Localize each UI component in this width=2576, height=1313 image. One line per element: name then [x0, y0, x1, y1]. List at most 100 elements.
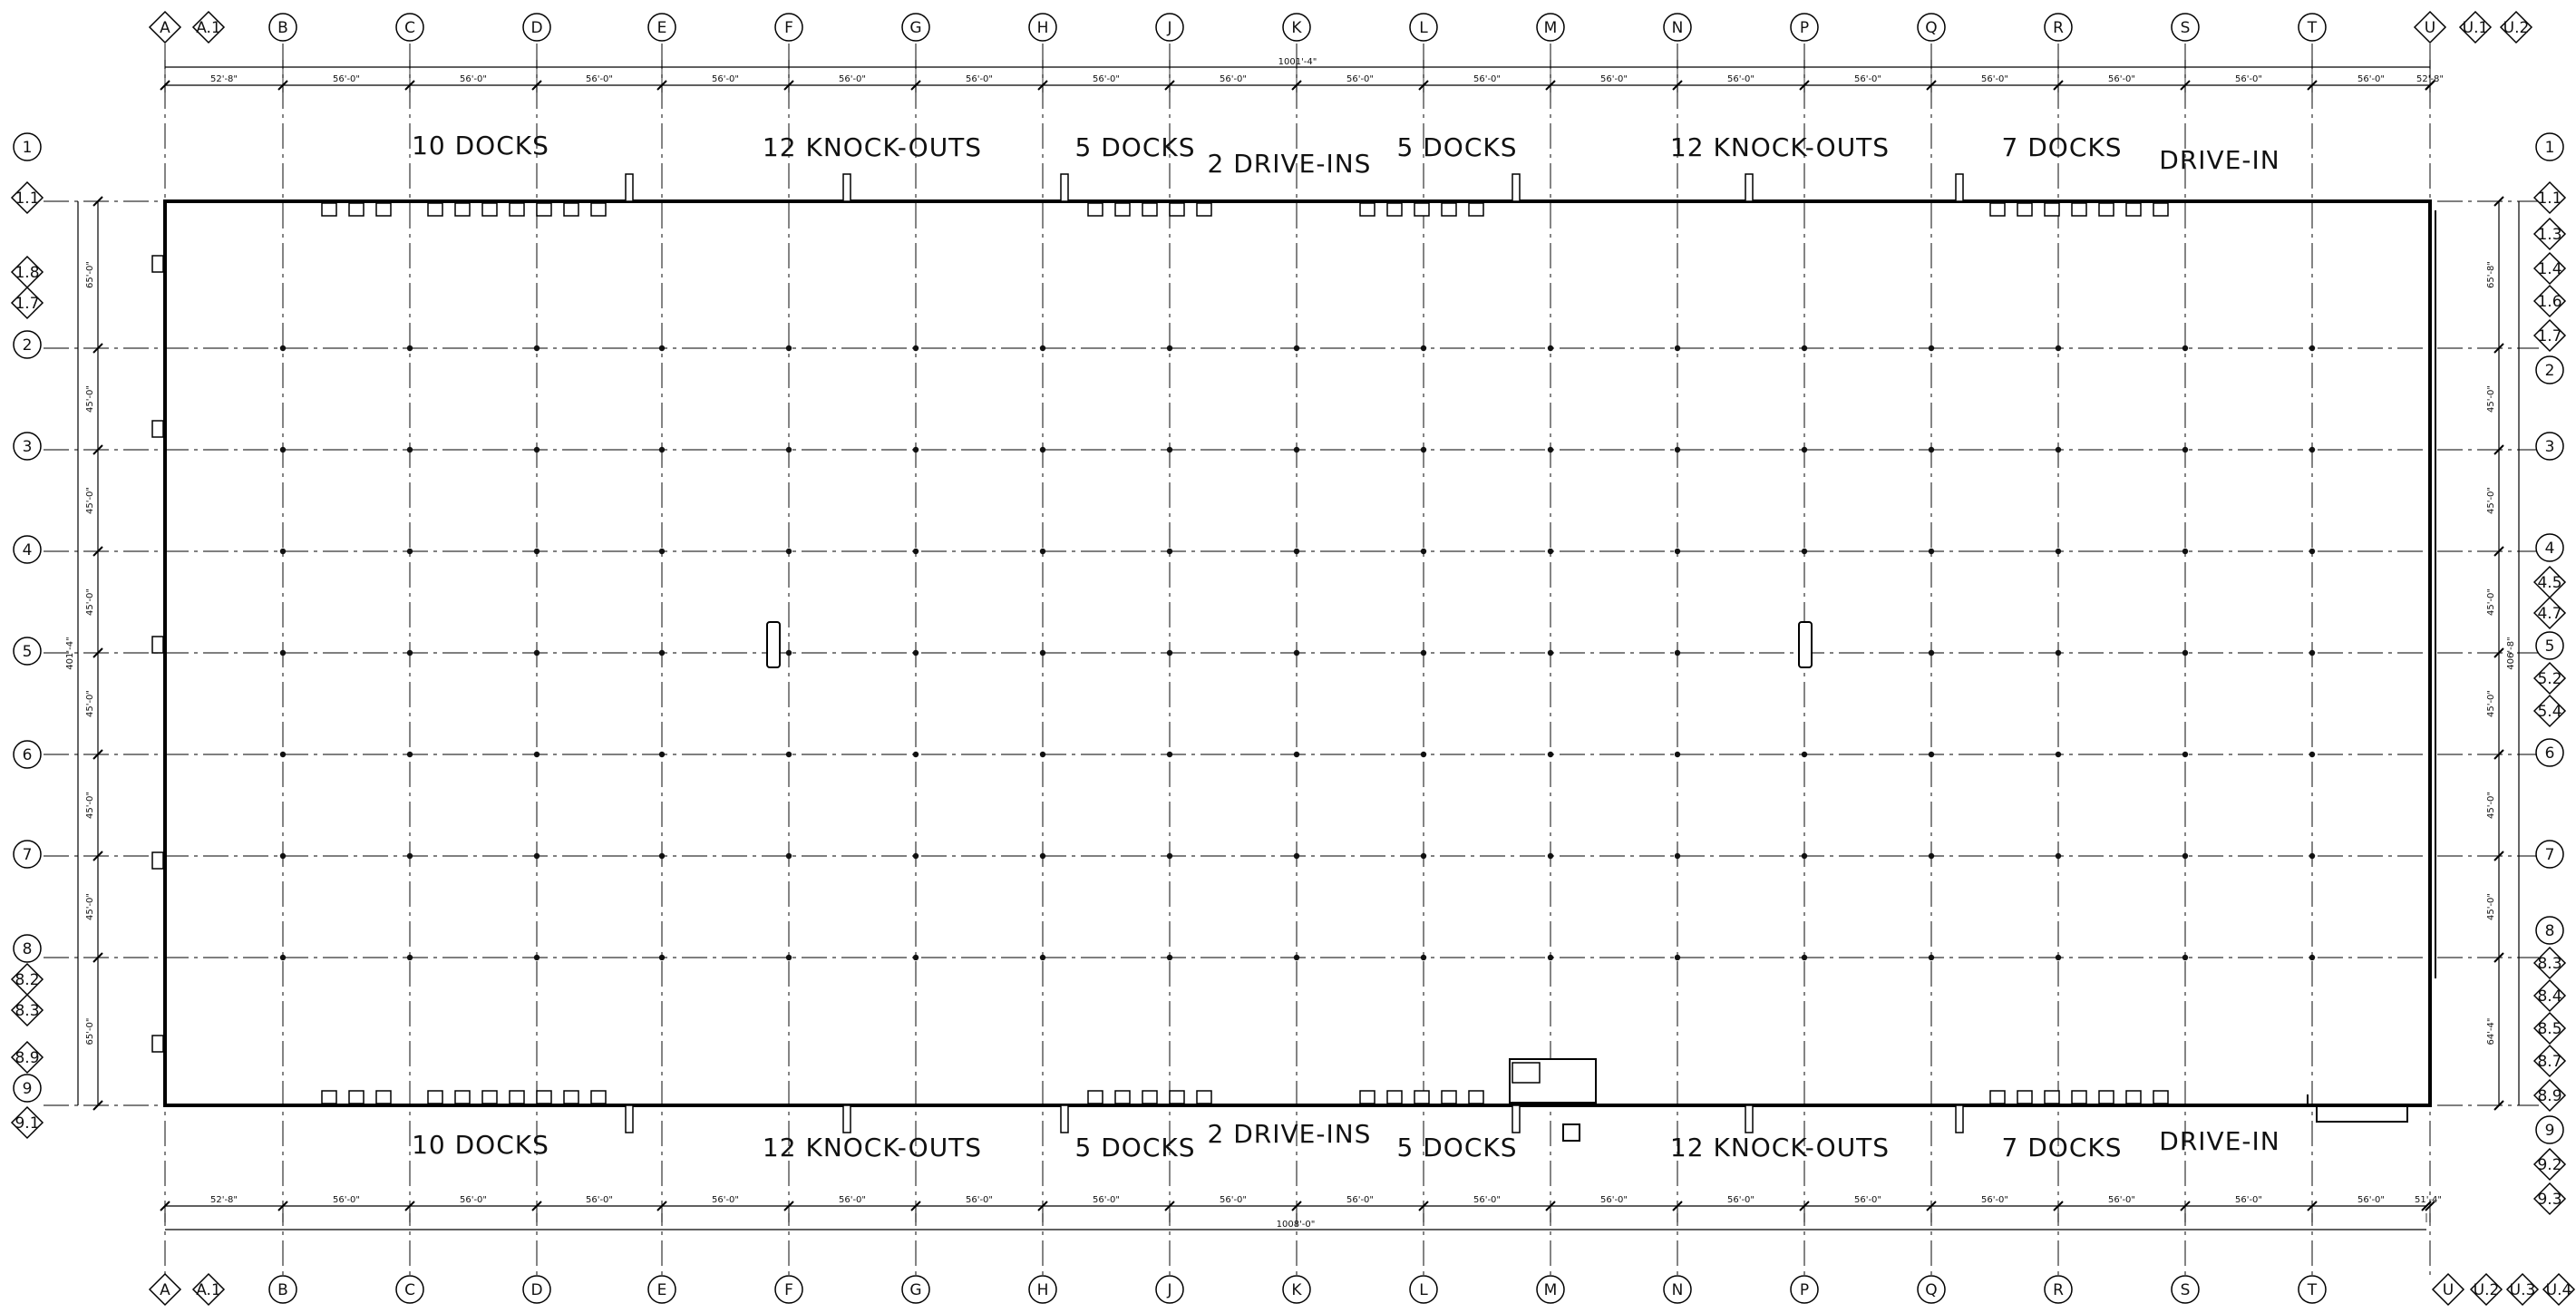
dock-label-bottom-2-drive-ins: 2 DRIVE-INS: [1208, 1119, 1372, 1149]
column-bubble-top-p: [1790, 13, 1819, 42]
column-bubble-bottom-t-label: T: [2307, 1281, 2318, 1299]
transformer-pad: [1562, 1123, 1580, 1142]
top-dim-text: 56'-0": [1727, 74, 1755, 84]
column-dot: [2182, 751, 2189, 758]
row-bubble-left-9-1: [10, 1105, 44, 1140]
bottom-dim-text: 56'-0": [1220, 1195, 1247, 1205]
row-bubble-right-1-6-label: 1.6: [2537, 293, 2561, 311]
column-dot: [658, 345, 666, 352]
column-dot: [2055, 345, 2062, 352]
column-bubble-bottom-u-4-label: U.4: [2546, 1281, 2572, 1299]
column-dot: [1039, 852, 1046, 860]
column-dot: [658, 548, 666, 555]
row-bubble-right-1-4-label: 1.4: [2537, 260, 2561, 278]
west-wall-box: [151, 636, 164, 654]
bottom-dim-tick: [1037, 1201, 1048, 1211]
row-bubble-right-8-5: [2532, 1011, 2567, 1046]
dock-door-bottom: [454, 1090, 471, 1104]
bottom-dim-text: 56'-0": [586, 1195, 613, 1205]
column-dot: [1928, 548, 1935, 555]
column-bubble-top-e-label: E: [657, 19, 667, 37]
bottom-dim-tick: [2425, 1201, 2435, 1211]
row-bubble-right-1-1: [2532, 180, 2567, 215]
column-bubble-bottom-g-label: G: [909, 1281, 921, 1299]
column-dot: [406, 751, 413, 758]
dock-door-bottom: [1441, 1090, 1457, 1104]
column-bubble-top-r: [2044, 13, 2073, 42]
column-dot: [2182, 852, 2189, 860]
row-bubble-left-9-1-label: 9.1: [15, 1114, 39, 1133]
row-bubble-right-1-4: [2532, 251, 2567, 286]
dock-door-top: [454, 202, 471, 217]
top-dim-text: 56'-0": [1981, 74, 2008, 84]
top-dim-text: 56'-0": [333, 74, 360, 84]
dock-door-top: [1169, 202, 1185, 217]
knockout-marker-top: [842, 173, 851, 202]
row-bubble-left-5: [13, 637, 42, 666]
interior-core-left: [766, 621, 781, 668]
column-bubble-bottom-b: [268, 1275, 297, 1304]
column-dot: [1039, 446, 1046, 453]
left-dim-tick: [92, 546, 103, 557]
column-dot: [533, 751, 540, 758]
row-bubble-right-1-3-label: 1.3: [2537, 226, 2561, 244]
bottom-dim-text: 56'-0": [2108, 1195, 2135, 1205]
bottom-dim-text: 56'-0": [966, 1195, 993, 1205]
column-dot: [1547, 345, 1554, 352]
row-bubble-right-2-label: 2: [2545, 362, 2555, 380]
bottom-dim-tick: [1799, 1201, 1810, 1211]
right-dim-tick: [2493, 952, 2504, 963]
column-bubble-top-h-label: H: [1037, 19, 1049, 37]
column-dot: [1293, 548, 1300, 555]
row-bubble-right-4-7-label: 4.7: [2537, 605, 2561, 623]
dock-door-bottom: [1414, 1090, 1430, 1104]
column-bubble-top-u-1: [2458, 10, 2493, 44]
row-bubble-left-1-7: [10, 286, 44, 320]
right-dim-tick: [2493, 196, 2504, 207]
right-overall-text: 406'-8": [2506, 637, 2516, 669]
dock-door-top: [481, 202, 498, 217]
dock-door-top: [509, 202, 525, 217]
dock-door-bottom: [2017, 1090, 2033, 1104]
dock-door-top: [1386, 202, 1403, 217]
column-dot: [1928, 649, 1935, 656]
dock-label-bottom-12-knockouts-2: 12 KNOCK-OUTS: [1670, 1133, 1890, 1162]
dock-door-top: [2153, 202, 2169, 217]
bottom-dim-text: 56'-0": [333, 1195, 360, 1205]
column-dot: [1166, 954, 1173, 961]
row-bubble-left-3-label: 3: [23, 438, 33, 456]
column-bubble-top-q-label: Q: [1925, 19, 1937, 37]
west-wall-box: [151, 255, 164, 273]
column-dot: [1293, 751, 1300, 758]
top-dim-text: 56'-0": [460, 74, 487, 84]
dock-door-bottom: [1087, 1090, 1103, 1104]
interior-core-right: [1798, 621, 1813, 668]
bottom-dim-text: 52'-8": [210, 1195, 238, 1205]
column-bubble-bottom-f-label: F: [784, 1281, 793, 1299]
column-bubble-top-a-1-label: A.1: [196, 19, 221, 37]
row-bubble-left-7: [13, 840, 42, 869]
west-wall-box: [151, 851, 164, 870]
bottom-dim-text: 56'-0": [2357, 1195, 2385, 1205]
column-dot: [785, 548, 792, 555]
grid-bubbles: A B C D E F G H J K L M N P Q R S T U A.1 U.1 U.2 A A.1 B C D E F G H J…: [10, 10, 2576, 1307]
column-bubble-top-n: [1663, 13, 1692, 42]
column-dot: [1039, 345, 1046, 352]
column-dot: [1674, 649, 1681, 656]
dock-door-top: [427, 202, 443, 217]
column-bubble-bottom-u: [2431, 1272, 2465, 1307]
bottom-dim-tick: [1545, 1201, 1556, 1211]
row-bubble-left-4-label: 4: [23, 541, 33, 559]
column-dot: [279, 751, 287, 758]
row-bubble-right-5-label: 5: [2545, 637, 2555, 656]
column-bubble-bottom-s-label: S: [2181, 1281, 2191, 1299]
dock-door-top: [536, 202, 552, 217]
dock-door-top: [2125, 202, 2142, 217]
bottom-dim-text: 56'-0": [1473, 1195, 1501, 1205]
row-bubble-right-8-label: 8: [2545, 922, 2555, 940]
left-dim-text: 45'-0": [85, 487, 95, 514]
left-dim-tick: [92, 343, 103, 354]
knockout-marker-bottom: [1955, 1104, 1964, 1133]
column-dot: [658, 852, 666, 860]
